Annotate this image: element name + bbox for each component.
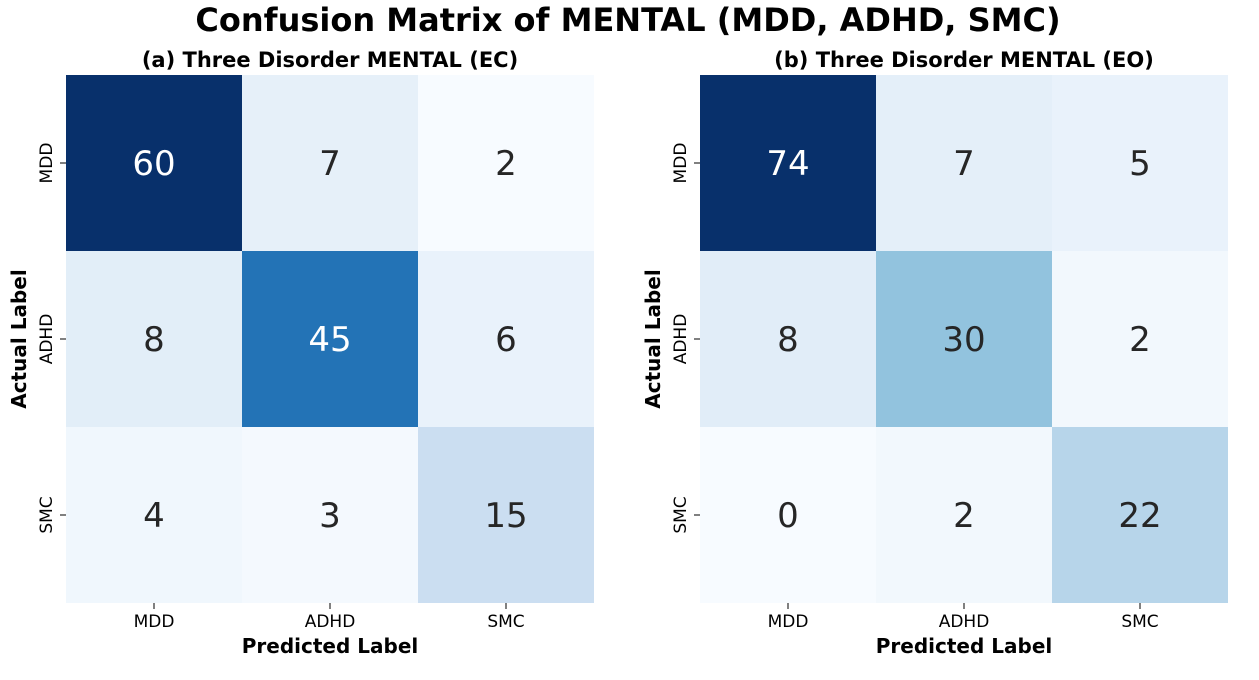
heatmap-cell — [242, 427, 418, 603]
heatmap-cell — [700, 251, 876, 427]
y-axis-label: Actual Label — [641, 269, 665, 408]
heatmap-cell — [1052, 75, 1228, 251]
cell-value-label: 7 — [319, 144, 341, 184]
subplot-title: (b) Three Disorder MENTAL (EO) — [774, 48, 1154, 72]
x-axis-label: Predicted Label — [242, 634, 419, 658]
x-tick-label: ADHD — [939, 612, 990, 632]
y-tick-label: MDD — [671, 143, 691, 184]
x-axis-label: Predicted Label — [876, 634, 1053, 658]
heatmap-cell — [66, 75, 242, 251]
heatmap-cell — [418, 251, 594, 427]
heatmap-cell — [1052, 251, 1228, 427]
cell-value-label: 8 — [143, 320, 165, 360]
cell-value-label: 15 — [484, 496, 527, 536]
cell-value-label: 22 — [1118, 496, 1161, 536]
y-tick-label: SMC — [671, 496, 691, 533]
cell-value-label: 8 — [777, 320, 799, 360]
heatmap-cell — [418, 75, 594, 251]
heatmap-cell — [876, 427, 1052, 603]
heatmap-b: 74 7 58 30 20 2 22(b) Three Disorder MENTAL (E… — [641, 48, 1228, 658]
cell-value-label: 0 — [777, 496, 799, 536]
heatmap-a: 60 7 2 8 45 6 4 3 15 (a) Three Disorder MENTAL (E… — [7, 48, 594, 658]
heatmap-cell — [66, 251, 242, 427]
cell-value-label: 4 — [143, 496, 165, 536]
heatmap-cell — [876, 251, 1052, 427]
y-tick-label: MDD — [37, 143, 57, 184]
cell-value-label: 45 — [308, 320, 351, 360]
heatmap-cell — [66, 427, 242, 603]
cell-value-label: 6 — [495, 320, 517, 360]
heatmap-cell — [242, 251, 418, 427]
y-axis-label: Actual Label — [7, 269, 31, 408]
cell-value-label: 60 — [132, 144, 175, 184]
cell-value-label: 3 — [319, 496, 341, 536]
y-tick-label: ADHD — [671, 314, 691, 365]
x-tick-label: SMC — [1121, 612, 1158, 632]
heatmap-cell — [700, 427, 876, 603]
heatmap-cell — [700, 75, 876, 251]
cell-value-label: 5 — [1129, 144, 1151, 184]
heatmap-cell — [418, 427, 594, 603]
x-tick-label: MDD — [134, 612, 175, 632]
y-tick-label: SMC — [37, 496, 57, 533]
cell-value-label: 30 — [942, 320, 985, 360]
heatmap-cell — [876, 75, 1052, 251]
cell-value-label: 2 — [495, 144, 517, 184]
y-tick-label: ADHD — [37, 314, 57, 365]
heatmap-cell — [1052, 427, 1228, 603]
cell-value-label: 2 — [1129, 320, 1151, 360]
figure-title: Confusion Matrix of MENTAL (MDD, ADHD, S… — [195, 1, 1060, 39]
heatmap-cell — [242, 75, 418, 251]
x-tick-label: ADHD — [305, 612, 356, 632]
cell-value-label: 2 — [953, 496, 975, 536]
cell-value-label: 7 — [953, 144, 975, 184]
x-tick-label: SMC — [487, 612, 524, 632]
x-tick-label: MDD — [768, 612, 809, 632]
subplot-title: (a) Three Disorder MENTAL (EC) — [142, 48, 518, 72]
cell-value-label: 74 — [766, 144, 809, 184]
